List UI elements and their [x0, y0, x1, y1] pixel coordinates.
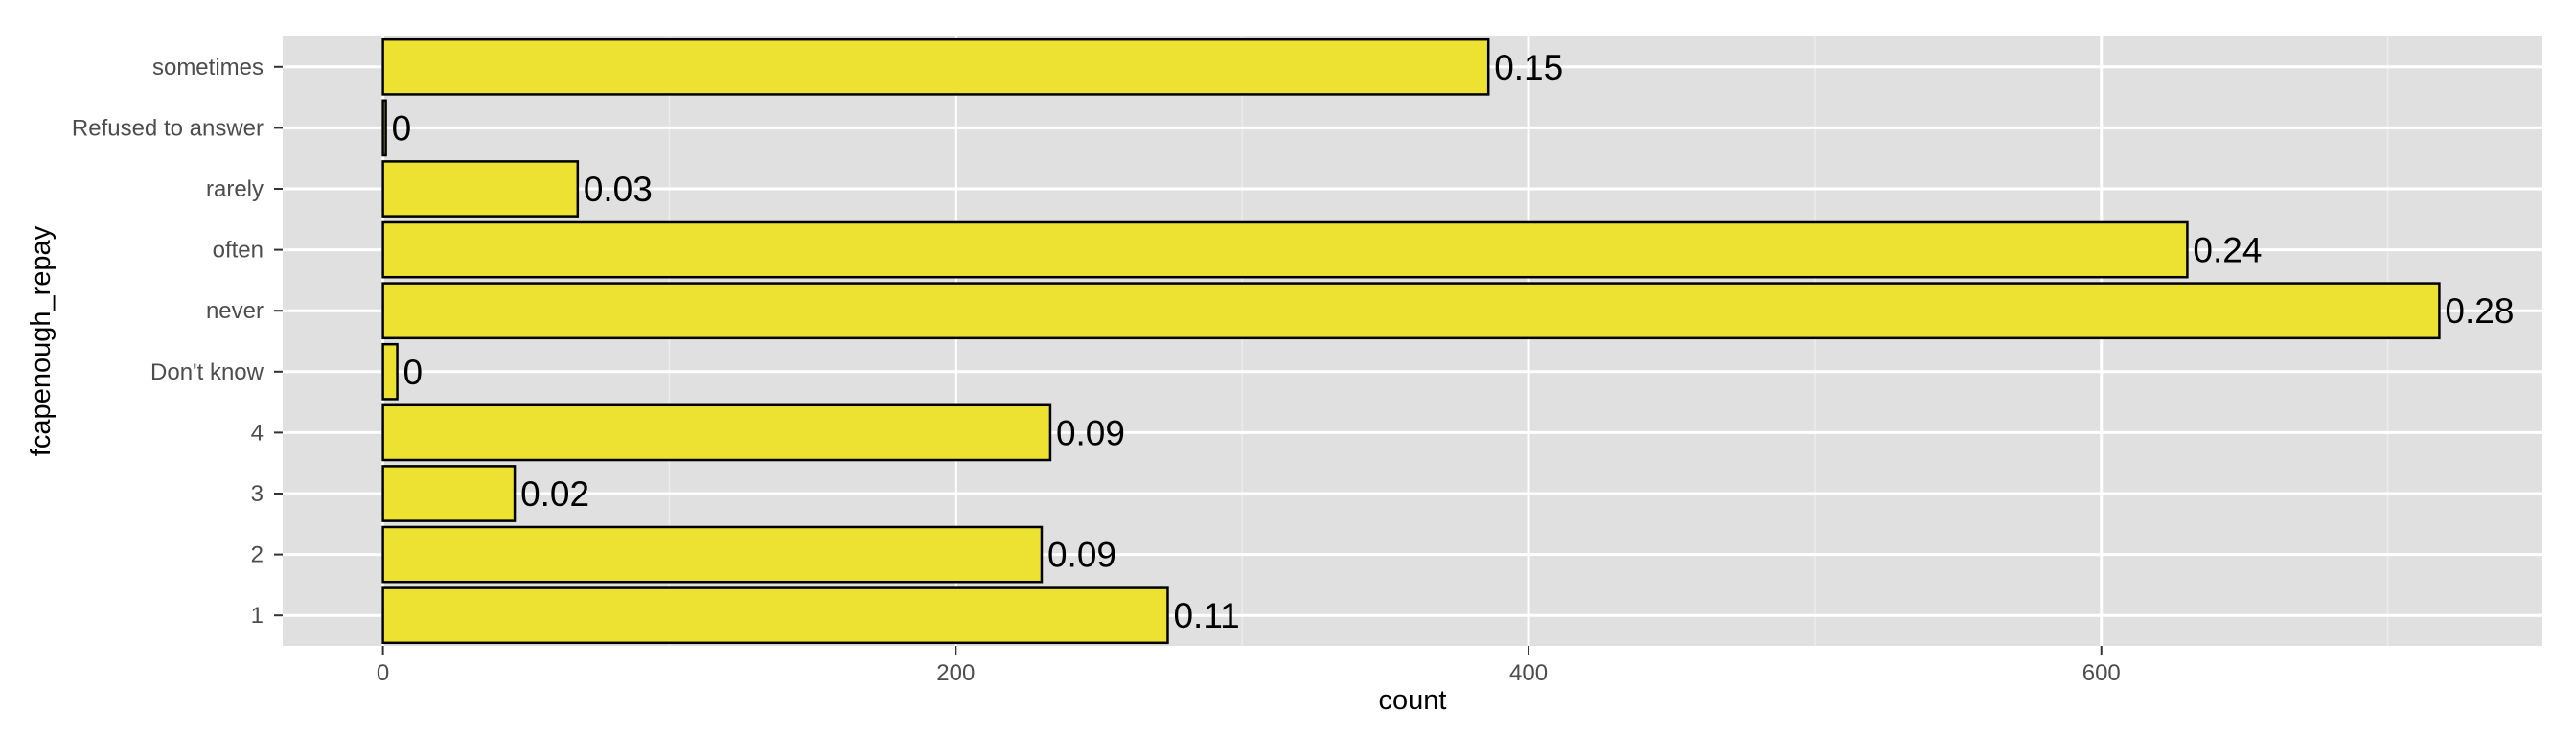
y-tick-label: Don't know	[150, 359, 264, 385]
y-tick-label: 3	[251, 481, 264, 507]
bar	[381, 220, 2189, 279]
y-tick-label: rarely	[206, 176, 264, 202]
y-tick-label: 2	[251, 542, 264, 568]
x-tick-label: 200	[936, 660, 975, 686]
bar-value-label: 0.09	[1056, 413, 1125, 452]
bar-value-label: 0.11	[1173, 596, 1239, 635]
y-tick-label: Refused to answer	[72, 115, 264, 141]
bar	[381, 99, 387, 157]
bar-value-label: 0	[403, 353, 424, 392]
bar-value-label: 0.24	[2193, 231, 2262, 270]
bar	[381, 282, 2441, 340]
y-axis-title: fcapenough_repay	[26, 225, 57, 456]
y-tick-label: often	[213, 238, 264, 264]
bar	[381, 525, 1044, 584]
bar-value-label: 0.28	[2445, 291, 2514, 331]
bar	[381, 403, 1052, 462]
bar-value-label: 0.02	[520, 474, 589, 514]
bar-value-label: 0.09	[1047, 536, 1116, 575]
y-tick-label: 4	[251, 420, 264, 446]
y-axis: 1 2 3 4 Don't know never often rarely Refused to…	[72, 55, 283, 629]
bar-value-label: 0	[392, 108, 412, 148]
x-axis-title: count	[1379, 685, 1447, 716]
x-tick-label: 0	[377, 660, 389, 686]
y-tick-label: sometimes	[152, 55, 264, 80]
x-tick-label: 400	[1509, 660, 1548, 686]
y-tick-label: never	[206, 298, 264, 324]
bars	[381, 37, 2441, 645]
bar	[381, 342, 399, 401]
bar-labels: 0.11 0.09 0.02 0.09 0 0.28 0.24 0.03 0 0.15	[392, 48, 2515, 635]
bar-value-label: 0.15	[1494, 48, 1563, 87]
x-axis: 0 200 400 600	[377, 646, 2121, 686]
bar	[381, 160, 580, 218]
bar-value-label: 0.03	[584, 170, 653, 209]
bar	[381, 465, 517, 522]
y-tick-label: 1	[251, 603, 264, 629]
bar	[381, 586, 1169, 645]
bar	[381, 37, 1490, 96]
x-tick-label: 600	[2082, 660, 2121, 686]
